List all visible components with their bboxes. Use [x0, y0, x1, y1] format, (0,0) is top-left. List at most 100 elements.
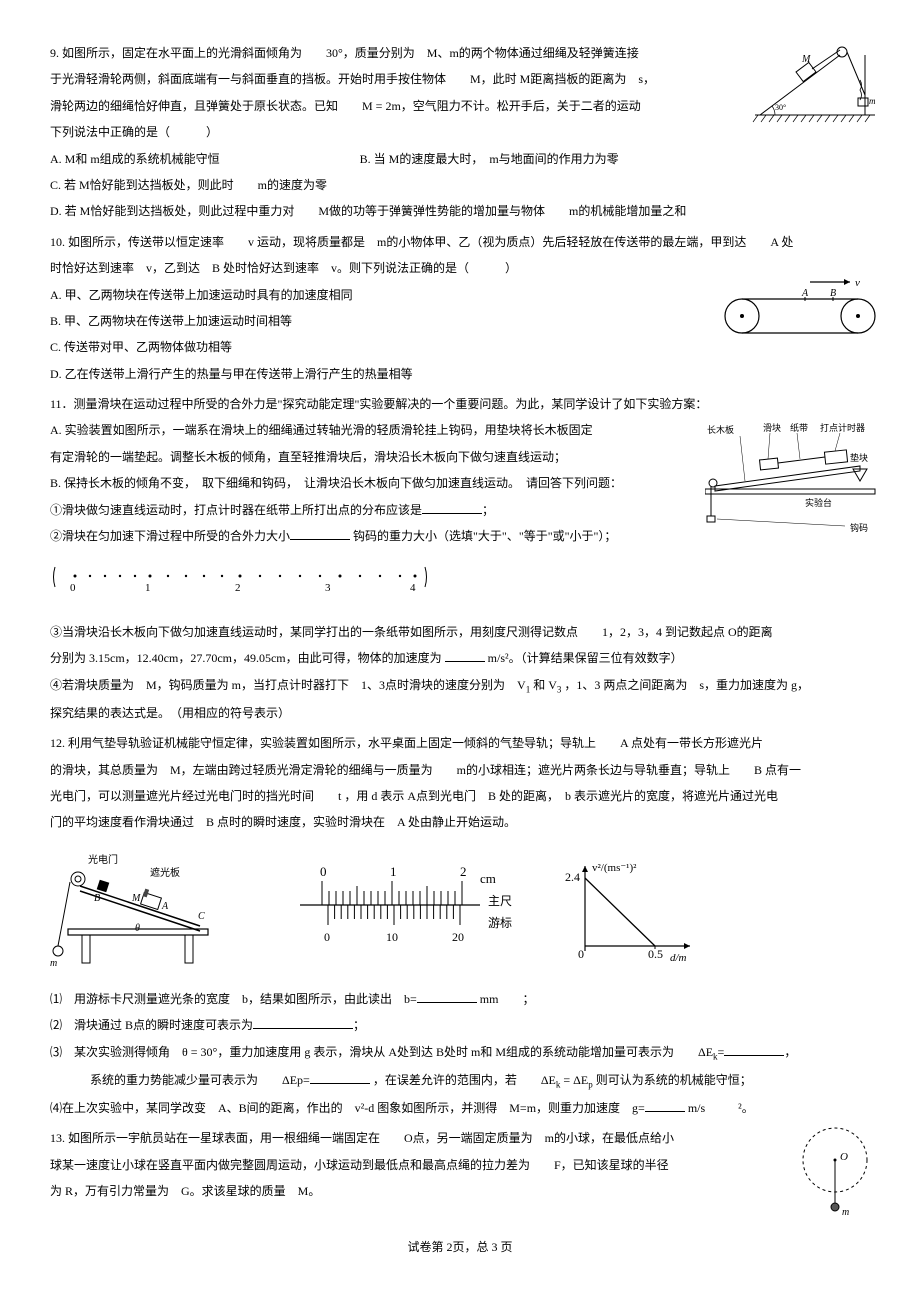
q12-sub1: ⑴ 用游标卡尺测量遮光条的宽度 b，结果如图所示，由此读出 b= mm ；	[50, 986, 870, 1012]
q12-sub3e-text: ，在误差允许的范围内，若 ΔE	[373, 1073, 556, 1087]
q11-sub4c-text: ，1、3 两点之间距离为 s，重力加速度为 g，	[564, 678, 809, 692]
q11-stem: 11．测量滑块在运动过程中所受的合外力是"探究动能定理"实验要解决的一个重要问题…	[50, 391, 870, 417]
svg-text:B: B	[94, 893, 100, 904]
svg-text:2.4: 2.4	[565, 870, 580, 884]
q12-sub3c-text: ，	[784, 1045, 796, 1059]
blank-field	[417, 989, 477, 1003]
svg-text:2: 2	[460, 864, 467, 879]
svg-text:m: m	[842, 1207, 849, 1218]
q11-sub4b-text: 和 V	[533, 678, 557, 692]
svg-text:滑块: 滑块	[763, 422, 781, 433]
question-11: 11．测量滑块在运动过程中所受的合外力是"探究动能定理"实验要解决的一个重要问题…	[50, 391, 870, 726]
q9-option-c: C. 若 M恰好能到达挡板处，则此时 m的速度为零	[50, 172, 870, 198]
q13-figure: O m	[790, 1120, 880, 1229]
q13-stem-line1: 13. 如图所示一宇航员站在一星球表面，用一根细绳一端固定在 O点，另一端固定质…	[50, 1125, 870, 1151]
q11-sub4d: 探究结果的表达式是。 （用相应的符号表示）	[50, 700, 870, 726]
blank-field	[310, 1070, 370, 1084]
svg-text:垫块: 垫块	[850, 452, 868, 463]
q12-sub3a-text: ⑶ 某次实验测得倾角 θ = 30°，重力加速度用 g 表示，滑块从 A处到达 …	[50, 1045, 713, 1059]
q11-sub4a-text: ④若滑块质量为 M，钩码质量为 m，当打点计时器打下 1、3点时滑块的速度分别为…	[50, 678, 526, 692]
q9-stem-line1: 9. 如图所示，固定在水平面上的光滑斜面倾角为 30°，质量分别为 M、m的两个…	[50, 40, 870, 66]
q9-option-d: D. 若 M恰好能到达挡板处，则此过程中重力对 M做的功等于弹簧弹性势能的增加量…	[50, 198, 870, 224]
q11-sub2a-text: ②滑块在匀加速下滑过程中所受的合外力大小	[50, 529, 290, 543]
svg-text:d/m: d/m	[670, 952, 687, 964]
svg-text:A: A	[161, 901, 169, 912]
q9-option-a: A. M和 m组成的系统机械能守恒	[50, 146, 220, 172]
svg-text:打点计时器: 打点计时器	[820, 422, 865, 433]
q11-sub1-text: ①滑块做匀速直线运动时，打点计时器在纸带上所打出点的分布应该是	[50, 503, 422, 517]
blank-field	[422, 500, 482, 514]
svg-text:m: m	[50, 958, 57, 969]
svg-text:0: 0	[324, 930, 330, 944]
svg-text:1: 1	[145, 582, 151, 594]
blank-field	[253, 1015, 353, 1029]
question-9: 9. 如图所示，固定在水平面上的光滑斜面倾角为 30°，质量分别为 M、m的两个…	[50, 40, 870, 225]
q12-figures-row: 光电门 遮光板 B M A θ C m 0 1 2 cm	[50, 851, 870, 971]
q11-sub4: ④若滑块质量为 M，钩码质量为 m，当打点计时器打下 1、3点时滑块的速度分别为…	[50, 672, 870, 700]
svg-text:M: M	[131, 893, 141, 904]
q9-figure: M m 30°	[750, 40, 880, 134]
q12-sub1a-text: ⑴ 用游标卡尺测量遮光条的宽度 b，结果如图所示，由此读出 b=	[50, 992, 417, 1006]
blank-field	[645, 1098, 685, 1112]
svg-text:0: 0	[578, 947, 584, 961]
svg-text:M: M	[801, 54, 811, 65]
svg-text:30°: 30°	[775, 103, 786, 112]
q11-figure: 长木板 滑块 纸带 打点计时器 垫块 实验台 钩码	[705, 421, 880, 550]
q11-tape-figure: 0 1 2 3 4	[50, 559, 870, 608]
blank-field	[290, 526, 350, 540]
svg-text:v²/(ms⁻¹)²: v²/(ms⁻¹)²	[592, 862, 637, 874]
svg-text:实验台: 实验台	[805, 497, 832, 508]
q9-option-b: B. 当 M的速度最大时， m与地面间的作用力为零	[360, 146, 619, 172]
q9-stem-line3: 滑轮两边的细绳恰好伸直，且弹簧处于原长状态。已知 M = 2m，空气阻力不计。松…	[50, 93, 870, 119]
q12-stem-line3: 光电门，可以测量遮光片经过光电门时的挡光时间 t ，用 d 表示 A点到光电门 …	[50, 783, 870, 809]
blank-field	[445, 648, 485, 662]
svg-text:0: 0	[320, 864, 327, 879]
svg-text:3: 3	[325, 582, 331, 594]
q12-sub3f-text: = ΔE	[563, 1073, 588, 1087]
q13-stem-line3: 为 R，万有引力常量为 G。求该星球的质量 M。	[50, 1178, 870, 1204]
page-footer: 试卷第 2页，总 3 页	[50, 1234, 870, 1260]
q9-stem-line4: 下列说法中正确的是（ ）	[50, 119, 870, 145]
svg-text:光电门: 光电门	[88, 853, 118, 866]
svg-text:主尺: 主尺	[488, 894, 512, 908]
q12-sub3-line2: 系统的重力势能减少量可表示为 ΔEp= ，在误差允许的范围内，若 ΔEk = Δ…	[50, 1067, 870, 1095]
q11-sub3-line2: 分别为 3.15cm，12.40cm，27.70cm，49.05cm，由此可得，…	[50, 645, 870, 671]
q12-sub2: ⑵ 滑块通过 B点的瞬时速度可表示为；	[50, 1012, 870, 1038]
question-12: 12. 利用气垫导轨验证机械能守恒定律，实验装置如图所示，水平桌面上固定一倾斜的…	[50, 730, 870, 1121]
footer-text: 试卷第 2页，总 3 页	[407, 1240, 512, 1254]
svg-text:1: 1	[390, 864, 397, 879]
q11-sub3a: ③当滑块沿长木板向下做匀加速直线运动时，某同学打出的一条纸带如图所示，用刻度尺测…	[50, 619, 870, 645]
svg-text:长木板: 长木板	[707, 424, 734, 435]
svg-text:遮光板: 遮光板	[150, 866, 180, 879]
svg-text:纸带: 纸带	[790, 422, 808, 433]
blank-field	[724, 1042, 784, 1056]
svg-text:20: 20	[452, 930, 464, 944]
q10-stem-line1: 10. 如图所示，传送带以恒定速率 v 运动，现将质量都是 m的小物体甲、乙（视…	[50, 229, 870, 255]
q12-sub1b-text: mm ；	[480, 992, 535, 1006]
q11-sub3b-text: 分别为 3.15cm，12.40cm，27.70cm，49.05cm，由此可得，…	[50, 651, 442, 665]
svg-text:m: m	[869, 96, 876, 106]
svg-text:cm: cm	[480, 871, 496, 886]
svg-text:C: C	[198, 911, 205, 922]
svg-text:0: 0	[70, 582, 76, 594]
q12-sub2-text: ⑵ 滑块通过 B点的瞬时速度可表示为	[50, 1018, 253, 1032]
q12-stem-line4: 门的平均速度看作滑块通过 B 点时的瞬时速度，实验时滑块在 A 处由静止开始运动…	[50, 809, 870, 835]
q12-sub4b-text: m/s	[688, 1101, 705, 1115]
q12-sub4: ⑷在上次实验中，某同学改变 A、B间的距离，作出的 v²-d 图象如图所示，并测…	[50, 1095, 870, 1121]
svg-text:钩码: 钩码	[850, 522, 868, 533]
svg-text:10: 10	[386, 930, 398, 944]
svg-text:v: v	[855, 277, 860, 289]
q12-stem-line1: 12. 利用气垫导轨验证机械能守恒定律，实验装置如图所示，水平桌面上固定一倾斜的…	[50, 730, 870, 756]
q11-sub3c-text: m/s²。（计算结果保留三位有效数字）	[488, 651, 683, 665]
q10-option-d: D. 乙在传送带上滑行产生的热量与甲在传送带上滑行产生的热量相等	[50, 361, 870, 387]
svg-text:4: 4	[410, 582, 416, 594]
svg-text:O: O	[840, 1151, 848, 1163]
q12-sub3b-text: =	[718, 1045, 725, 1059]
question-13: 13. 如图所示一宇航员站在一星球表面，用一根细绳一端固定在 O点，另一端固定质…	[50, 1125, 870, 1204]
q12-sub3g-text: 则可认为系统的机械能守恒；	[596, 1073, 752, 1087]
q12-sub3d-text: 系统的重力势能减少量可表示为 ΔEp=	[90, 1073, 310, 1087]
svg-text:游标: 游标	[488, 916, 512, 930]
question-10: 10. 如图所示，传送带以恒定速率 v 运动，现将质量都是 m的小物体甲、乙（视…	[50, 229, 870, 387]
q10-figure: v A B	[720, 274, 880, 348]
q12-sub4c-text: ²	[738, 1101, 742, 1115]
